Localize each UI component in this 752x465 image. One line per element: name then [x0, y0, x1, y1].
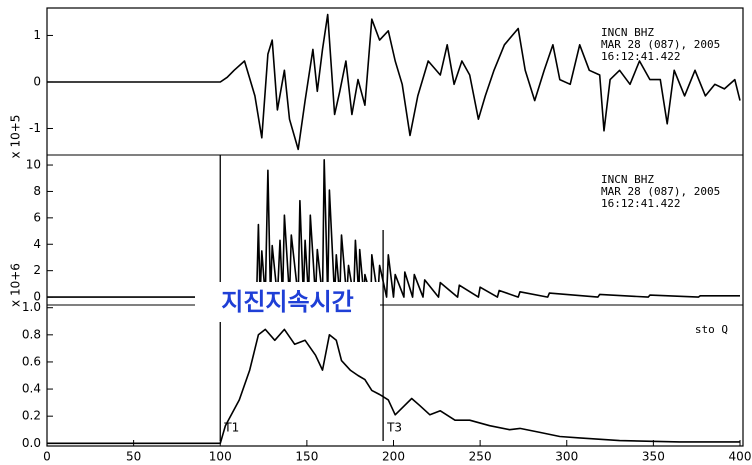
annotation: INCN BHZ: [601, 173, 654, 186]
waveform: [47, 328, 740, 445]
x-tick-label: 50: [126, 450, 141, 464]
x-tick-label: 100: [209, 450, 232, 464]
y-tick-label: 0.0: [22, 436, 41, 450]
y-tick-label: 10: [26, 158, 41, 172]
y-tick-label: 0.8: [22, 327, 41, 341]
annotation: 16:12:41.422: [601, 197, 680, 210]
y-tick-label: 0.2: [22, 409, 41, 423]
y-tick-label: 0: [33, 290, 41, 304]
x-tick-label: 200: [382, 450, 405, 464]
x-tick-label: 0: [43, 450, 51, 464]
y-tick-label: 2: [33, 263, 41, 277]
y-tick-label: 0: [33, 74, 41, 88]
waveform: [47, 13, 741, 151]
x-tick-label: 350: [642, 450, 665, 464]
annotation: sto Q: [695, 323, 728, 336]
y-tick-label: 1: [33, 28, 41, 42]
y-tick-label: 4: [33, 237, 41, 251]
y-tick-label: 8: [33, 184, 41, 198]
y-tick-label: 0.6: [22, 354, 41, 368]
annotation: MAR 28 (087), 2005: [601, 185, 720, 198]
axis-label: x 10+6: [9, 263, 23, 307]
annotation: MAR 28 (087), 2005: [601, 38, 720, 51]
time-marker-label: T3: [386, 421, 402, 435]
overlay-label: 지진지속시간: [195, 282, 380, 322]
y-tick-label: 6: [33, 210, 41, 224]
y-tick-label: -1: [29, 121, 41, 135]
axis-label: x 10+5: [9, 115, 23, 159]
y-tick-label: 1.0: [22, 300, 41, 314]
y-tick-label: 0.4: [22, 382, 41, 396]
x-tick-label: 400: [729, 450, 752, 464]
annotation: 16:12:41.422: [601, 50, 680, 63]
frame: [46, 7, 744, 447]
x-tick-label: 250: [469, 450, 492, 464]
x-tick-label: 150: [295, 450, 318, 464]
time-marker-label: T1: [223, 421, 239, 435]
x-tick-label: 300: [555, 450, 578, 464]
annotation: INCN BHZ: [601, 26, 654, 39]
